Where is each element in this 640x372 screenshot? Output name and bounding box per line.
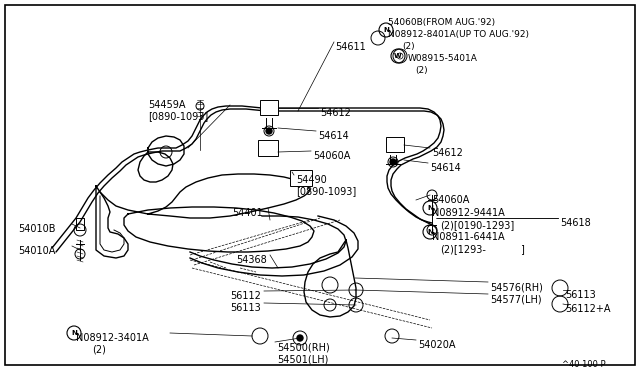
Text: W: W bbox=[394, 53, 402, 59]
Text: 54611: 54611 bbox=[335, 42, 365, 52]
Text: N08912-3401A: N08912-3401A bbox=[76, 333, 148, 343]
Text: (2)[1293-: (2)[1293- bbox=[440, 244, 486, 254]
Text: 54614: 54614 bbox=[430, 163, 461, 173]
Circle shape bbox=[266, 128, 272, 134]
Text: 54614: 54614 bbox=[318, 131, 349, 141]
Text: (2): (2) bbox=[92, 345, 106, 355]
Text: 54010A: 54010A bbox=[18, 246, 56, 256]
Text: [0890-1093]: [0890-1093] bbox=[296, 186, 356, 196]
Text: 56113: 56113 bbox=[565, 290, 596, 300]
Text: (2)[0190-1293]: (2)[0190-1293] bbox=[440, 220, 515, 230]
Text: [0890-1093]: [0890-1093] bbox=[148, 111, 208, 121]
Text: 54577(LH): 54577(LH) bbox=[490, 294, 541, 304]
Circle shape bbox=[390, 159, 396, 165]
Text: 56112+A: 56112+A bbox=[565, 304, 611, 314]
Text: N: N bbox=[383, 27, 389, 33]
Text: 54576(RH): 54576(RH) bbox=[490, 282, 543, 292]
Text: W08915-5401A: W08915-5401A bbox=[408, 54, 478, 63]
FancyBboxPatch shape bbox=[386, 137, 404, 152]
FancyBboxPatch shape bbox=[290, 170, 312, 186]
Text: 54618: 54618 bbox=[560, 218, 591, 228]
Text: 54612: 54612 bbox=[320, 108, 351, 118]
Text: 54459A: 54459A bbox=[148, 100, 186, 110]
Text: N: N bbox=[71, 330, 77, 336]
Text: N08911-6441A: N08911-6441A bbox=[432, 232, 504, 242]
Text: 54401: 54401 bbox=[232, 208, 263, 218]
Text: 54060A: 54060A bbox=[313, 151, 350, 161]
Text: 54490: 54490 bbox=[296, 175, 327, 185]
Text: 54020A: 54020A bbox=[418, 340, 456, 350]
Circle shape bbox=[297, 335, 303, 341]
Text: 56113: 56113 bbox=[230, 303, 260, 313]
FancyBboxPatch shape bbox=[258, 140, 278, 156]
Text: N: N bbox=[427, 229, 433, 235]
Text: (2): (2) bbox=[402, 42, 415, 51]
Text: 54010B: 54010B bbox=[18, 224, 56, 234]
Text: ^40 100 P: ^40 100 P bbox=[562, 360, 605, 369]
Text: 54501(LH): 54501(LH) bbox=[277, 354, 328, 364]
FancyBboxPatch shape bbox=[260, 100, 278, 115]
Text: N: N bbox=[427, 205, 433, 211]
Text: (2): (2) bbox=[415, 66, 428, 75]
Text: N08912-8401A(UP TO AUG.'92): N08912-8401A(UP TO AUG.'92) bbox=[388, 30, 529, 39]
Text: 54612: 54612 bbox=[432, 148, 463, 158]
Text: 54060A: 54060A bbox=[432, 195, 469, 205]
Text: 54060B(FROM AUG.'92): 54060B(FROM AUG.'92) bbox=[388, 18, 495, 27]
Text: 54368: 54368 bbox=[236, 255, 267, 265]
Text: N08912-9441A: N08912-9441A bbox=[432, 208, 505, 218]
Text: ]: ] bbox=[520, 244, 524, 254]
Text: 54500(RH): 54500(RH) bbox=[277, 342, 330, 352]
Text: 56112: 56112 bbox=[230, 291, 261, 301]
